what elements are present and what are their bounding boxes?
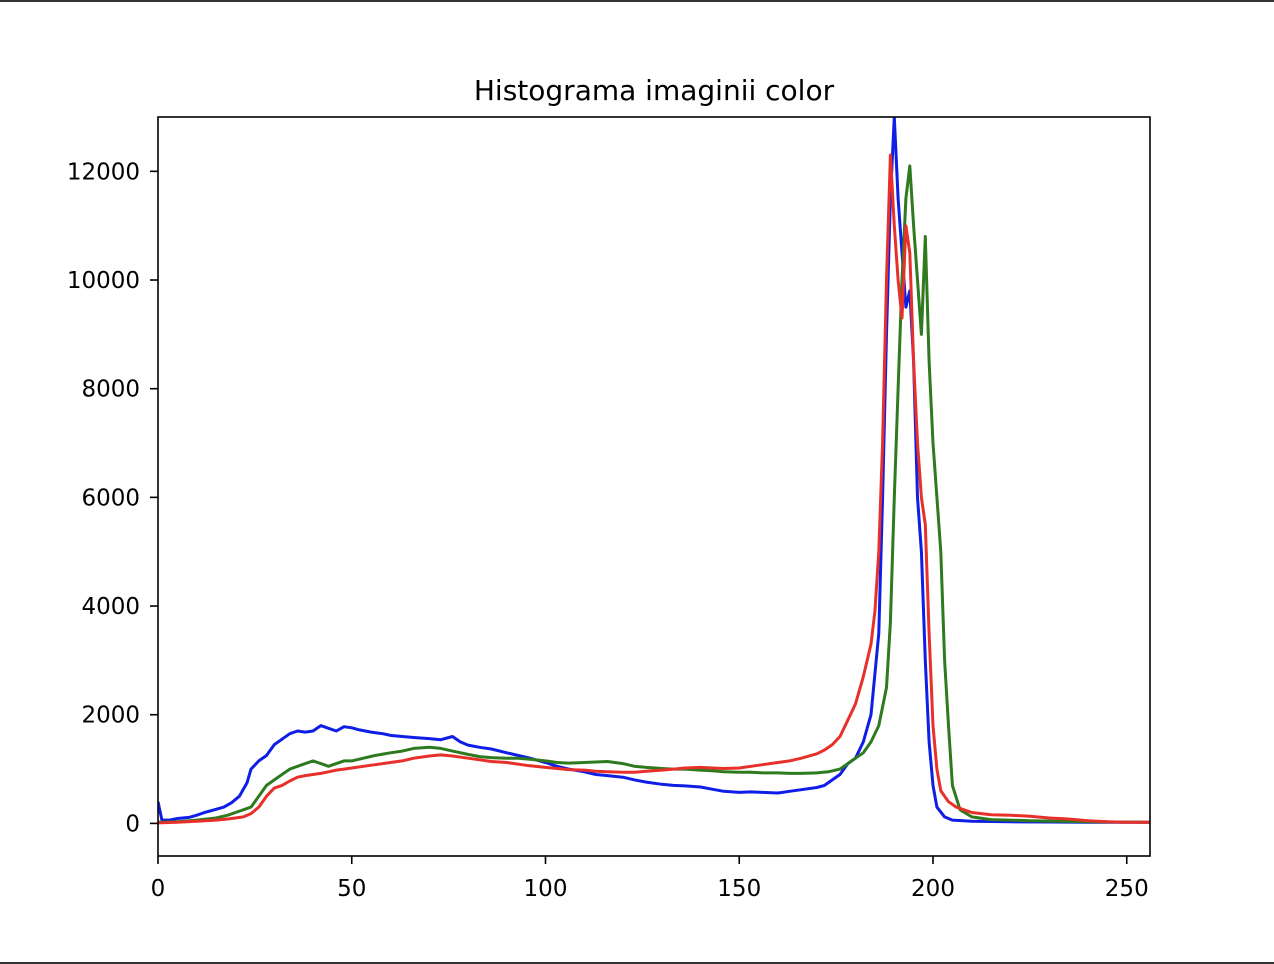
- series-line-1: [158, 164, 1150, 824]
- x-tick-label: 50: [337, 876, 366, 902]
- x-tick-label: 150: [717, 876, 761, 902]
- top-border: [0, 0, 1274, 2]
- y-tick-label: 10000: [67, 268, 140, 294]
- series-layer: [158, 117, 1150, 825]
- x-tick-label: 200: [911, 876, 955, 902]
- bottom-border: [0, 962, 1274, 964]
- y-tick-label: 12000: [67, 159, 140, 185]
- y-tick-label: 6000: [81, 485, 140, 511]
- x-tick-label: 100: [524, 876, 568, 902]
- plot-frame: [157, 116, 1151, 857]
- chart-title: Histograma imaginii color: [474, 74, 835, 107]
- series-line-0: [158, 117, 1150, 824]
- ticks-layer: 0 50 100 150 200 250 0 2000 4000 6000 8000 10000 120…: [67, 159, 1149, 902]
- y-tick-label: 0: [125, 811, 140, 837]
- y-tick-label: 8000: [81, 377, 140, 403]
- y-tick-label: 2000: [81, 703, 140, 729]
- x-tick-label: 0: [151, 876, 166, 902]
- x-tick-label: 250: [1105, 876, 1149, 902]
- series-line-2: [158, 153, 1150, 825]
- y-tick-label: 4000: [81, 594, 140, 620]
